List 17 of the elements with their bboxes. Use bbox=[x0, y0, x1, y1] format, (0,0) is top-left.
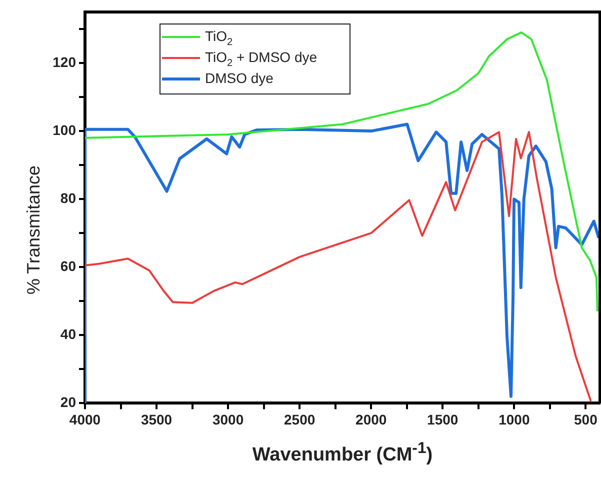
y-axis-title: % Transmitance bbox=[24, 165, 44, 295]
x-tick-label: 2500 bbox=[284, 411, 316, 428]
x-axis-title: Wavenumber (CM$^{-1}$) bbox=[251, 440, 434, 466]
x-tick-label: 500 bbox=[574, 411, 598, 428]
y-tick-label: 100 bbox=[52, 122, 76, 138]
x-tick-label: 1500 bbox=[427, 411, 458, 428]
x-tick-label: 3500 bbox=[140, 411, 172, 428]
y-tick-label: 80 bbox=[60, 190, 76, 206]
x-tick-label: 4000 bbox=[69, 411, 101, 428]
y-tick-label: 20 bbox=[60, 394, 76, 410]
y-tick-label: 40 bbox=[60, 326, 76, 342]
y-tick-label: 60 bbox=[60, 258, 76, 274]
x-tick-label: 1000 bbox=[498, 411, 530, 428]
legend-label: DMSO dye bbox=[205, 70, 274, 86]
x-tick-label: 3000 bbox=[212, 411, 244, 428]
x-tick-label: 2000 bbox=[356, 411, 387, 428]
y-tick-label: 120 bbox=[52, 54, 76, 70]
